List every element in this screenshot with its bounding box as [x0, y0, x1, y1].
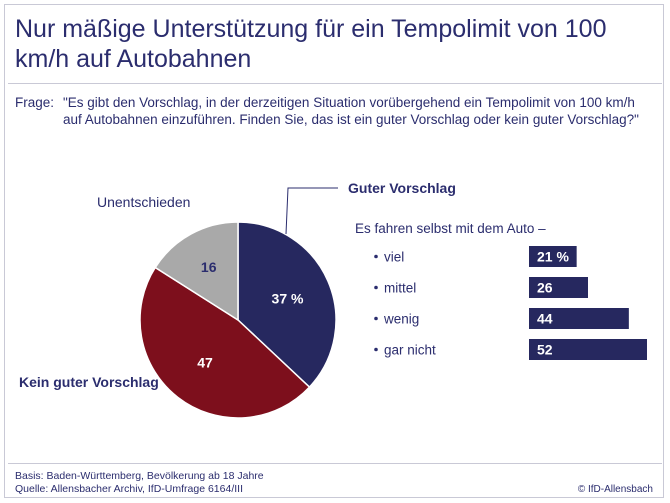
footer-source: Quelle: Allensbacher Archiv, IfD-Umfrage… [15, 483, 243, 495]
footer-divider [8, 463, 662, 464]
bar-bullet-mittel [374, 285, 378, 290]
bar-chart-title: Es fahren selbst mit dem Auto – [355, 221, 546, 236]
pie-value-label-guter-vorschlag: 37 % [272, 291, 304, 307]
pie-slice-kein-guter-vorschlag [139, 266, 311, 419]
bar-value-label-gar-nicht: 52 [537, 342, 553, 358]
pie-category-label-kein-guter-vorschlag: Kein guter Vorschlag [19, 374, 159, 390]
bar-bullet-gar-nicht [374, 347, 378, 352]
footer-basis: Basis: Baden-Württemberg, Bevölkerung ab… [15, 470, 264, 482]
bar-category-label-mittel: mittel [384, 281, 416, 296]
chart-title: Nur mäßige Unterstützung für ein Tempoli… [15, 15, 607, 73]
bar-gar-nicht [529, 339, 647, 360]
pie-slice-unentschieden [154, 221, 239, 322]
bar-wenig [529, 308, 629, 329]
pie-category-label-guter-vorschlag: Guter Vorschlag [348, 180, 456, 196]
footer: Basis: Baden-Württemberg, Bevölkerung ab… [15, 470, 264, 496]
pie-category-label-unentschieden: Unentschieden [97, 194, 190, 210]
pie-value-label-unentschieden: 16 [201, 259, 217, 275]
bar-viel [529, 246, 577, 267]
bar-bullet-wenig [374, 316, 378, 321]
bar-category-label-wenig: wenig [383, 312, 419, 327]
pie-value-label-kein-guter-vorschlag: 47 [197, 355, 213, 371]
question-text: "Es gibt den Vorschlag, in der derzeitig… [63, 95, 639, 127]
bar-value-label-mittel: 26 [537, 280, 553, 296]
chart-frame [4, 4, 664, 498]
bar-bullet-viel [374, 254, 378, 259]
title-divider [8, 83, 662, 84]
bar-category-label-viel: viel [384, 250, 404, 265]
bar-value-label-viel: 21 % [537, 249, 569, 265]
bar-category-label-gar-nicht: gar nicht [384, 343, 436, 358]
credit: © IfD-Allensbach [577, 484, 653, 495]
pie-slice-guter-vorschlag [237, 221, 337, 389]
bar-mittel [529, 277, 588, 298]
pie-leader-line-guter-vorschlag [285, 187, 338, 235]
bar-value-label-wenig: 44 [537, 311, 553, 327]
question-label: Frage: [15, 95, 55, 110]
